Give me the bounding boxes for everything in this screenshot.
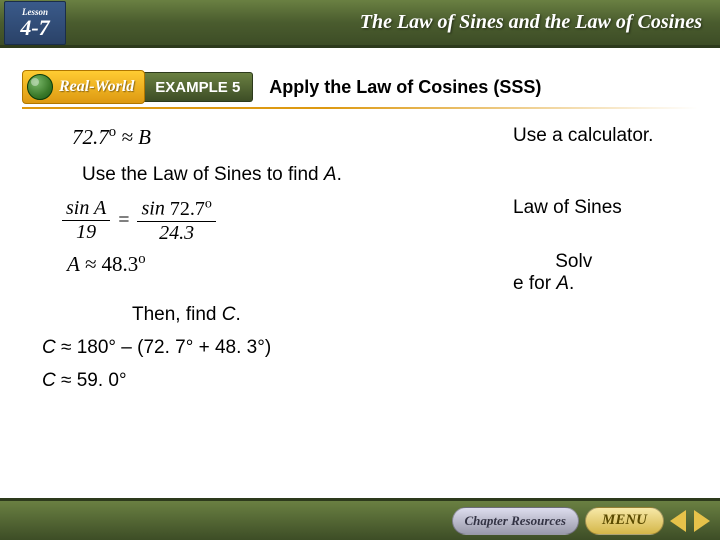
fraction-left: sin A 19 [62,197,110,244]
lesson-badge: Lesson 4-7 [4,1,66,45]
row-eq1: 72.7o ≈ B Use a calculator. [72,124,678,150]
findc-pre: Then, find [132,304,222,325]
note-calculator: Use a calculator. [513,124,678,148]
math-content: 72.7o ≈ B Use a calculator. Use the Law … [22,114,698,397]
example-ribbon: Real-World EXAMPLE 5 Apply the Law of Co… [22,68,698,106]
calc-block: C ≈ 180° – (72. 7° + 48. 3°) C ≈ 59. 0° [42,332,678,397]
row-fraction: sin A 19 = sin 72.7o 24.3 Law of Sines [72,196,678,245]
calc-line-2: C ≈ 59. 0° [42,365,678,397]
frac-left-den: 19 [72,221,100,244]
next-arrow-icon[interactable] [694,510,710,532]
line2-pre: Use the Law of Sines to find [82,164,324,185]
ribbon-realworld-text: Real-World [59,78,134,96]
equation-1: 72.7o ≈ B [72,124,151,150]
instruction-use-sines: Use the Law of Sines to find A. [82,164,678,186]
findc-post: . [236,304,241,325]
row-eq4: A ≈ 48.3o Solve for A. [72,251,678,297]
globe-icon [27,74,53,100]
chapter-resources-button[interactable]: Chapter Resources [452,507,579,535]
instruction-find-c: Then, find C. [132,304,678,326]
menu-button[interactable]: MENU [585,507,664,535]
fraction-equation: sin A 19 = sin 72.7o 24.3 [62,196,216,245]
header-title: The Law of Sines and the Law of Cosines [66,11,720,34]
calc-line-1: C ≈ 180° – (72. 7° + 48. 3°) [42,332,678,364]
line2-var: A [324,164,337,185]
note-solve-for-a: Solve for A. [513,251,678,297]
note-law-sines: Law of Sines [513,196,678,220]
ribbon-underline [22,107,698,109]
fraction-right: sin 72.7o 24.3 [137,196,215,245]
frac-right-num: sin 72.7o [137,196,215,222]
line2-post: . [337,164,342,185]
header-bar: Lesson 4-7 The Law of Sines and the Law … [0,0,720,48]
findc-var: C [222,304,236,325]
footer-bar: Chapter Resources MENU [0,498,720,540]
lesson-number: 4-7 [20,17,49,39]
prev-arrow-icon[interactable] [670,510,686,532]
ribbon-realworld: Real-World [22,70,145,104]
frac-left-num: sin A [62,197,110,221]
equation-4: A ≈ 48.3o [67,251,146,277]
content-area: Real-World EXAMPLE 5 Apply the Law of Co… [0,48,720,498]
equals-sign: = [118,209,129,232]
frac-right-den: 24.3 [155,222,198,245]
ribbon-example-num: EXAMPLE 5 [143,72,253,102]
ribbon-title: Apply the Law of Cosines (SSS) [269,77,541,98]
